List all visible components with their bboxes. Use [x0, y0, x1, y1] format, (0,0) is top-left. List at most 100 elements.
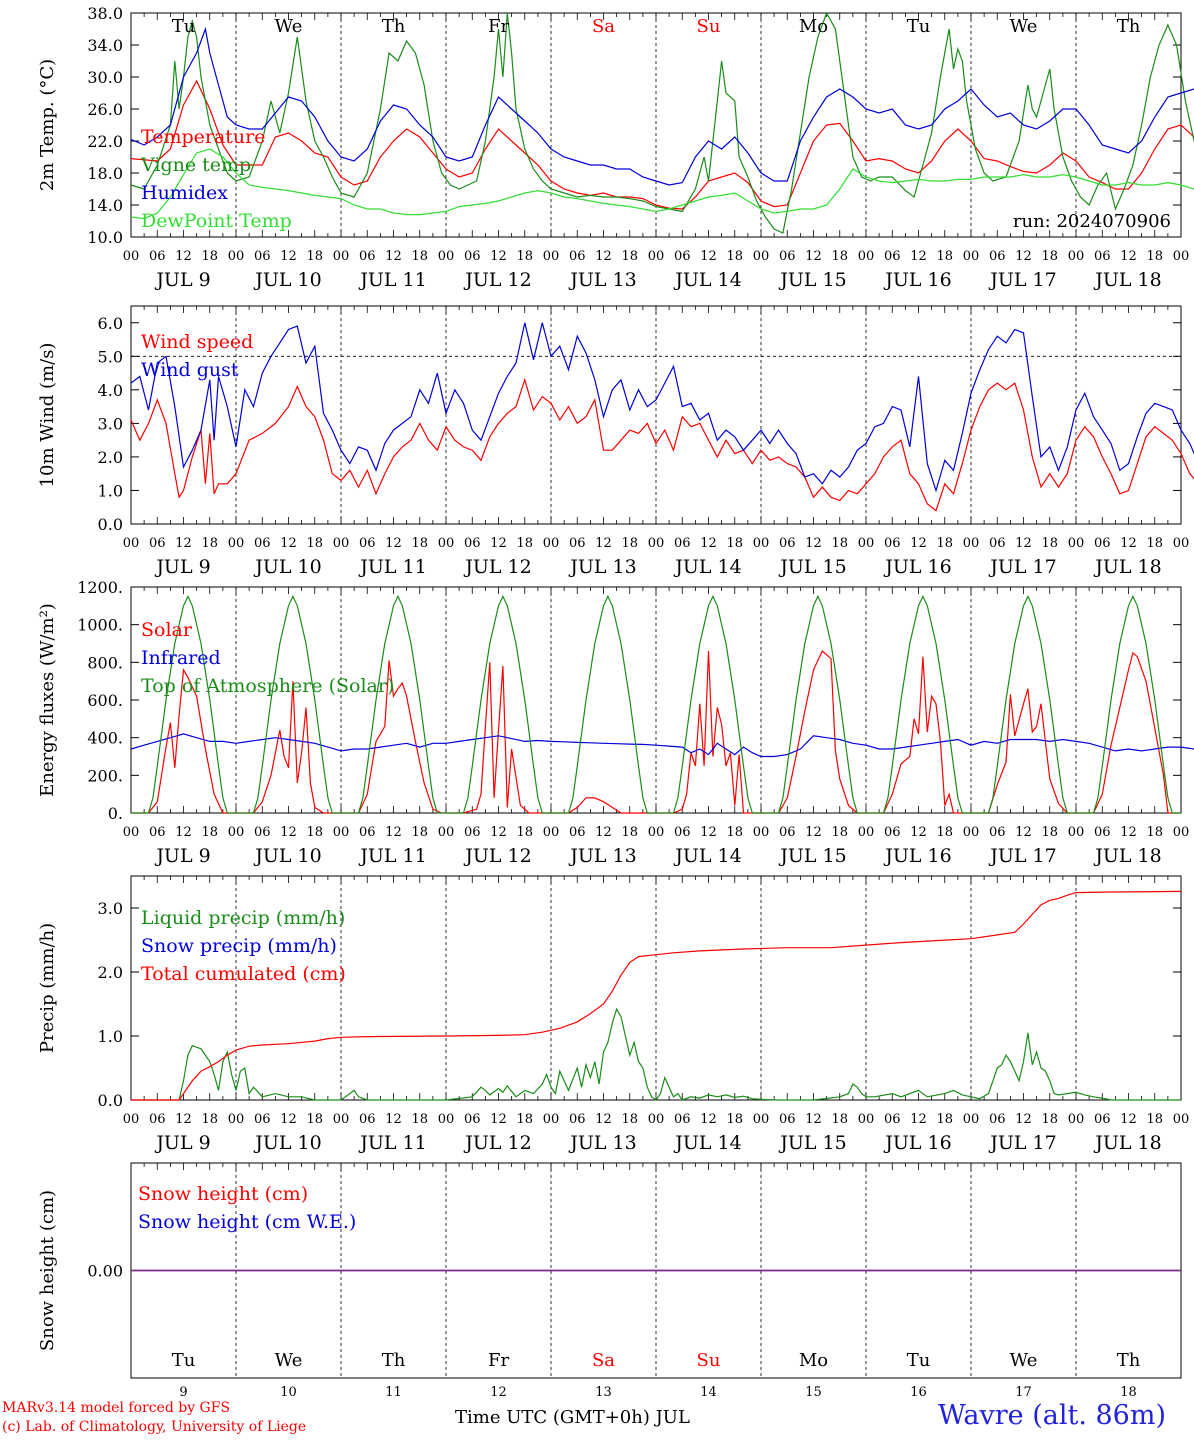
legend-entry: Snow height (cm)	[138, 1183, 308, 1205]
hour-label: 18	[936, 536, 953, 551]
hour-label: 12	[490, 249, 507, 264]
hour-label: 12	[385, 1112, 402, 1127]
hour-label: 18	[726, 536, 743, 551]
hour-label: 12	[280, 1112, 297, 1127]
hour-label: 00	[648, 536, 665, 551]
hour-label: 12	[595, 1112, 612, 1127]
date-label: JUL 12	[463, 269, 531, 291]
hour-label: 00	[333, 1112, 350, 1127]
hour-label: 06	[464, 1112, 481, 1127]
hour-label: 00	[438, 249, 455, 264]
hour-label: 12	[595, 249, 612, 264]
y-tick-label: 0.	[108, 804, 123, 823]
date-label: JUL 18	[1093, 845, 1161, 867]
y-tick-label: 1200.	[77, 578, 123, 597]
hour-label: 06	[254, 536, 271, 551]
hour-label: 12	[385, 249, 402, 264]
date-label: JUL 15	[778, 556, 846, 578]
weekday-label: Sa	[592, 1350, 615, 1371]
hour-label: 06	[464, 249, 481, 264]
hour-label: 00	[858, 825, 875, 840]
y-tick-label: 6.0	[98, 314, 123, 333]
hour-label: 06	[989, 825, 1006, 840]
hour-label: 06	[149, 825, 166, 840]
hour-label: 18	[516, 1112, 533, 1127]
hour-label: 06	[149, 1112, 166, 1127]
hour-label: 00	[228, 249, 245, 264]
hour-label: 00	[1068, 825, 1085, 840]
hour-label: 18	[1146, 1112, 1163, 1127]
series-line-total-cumulated-cm-	[131, 890, 1182, 1101]
hour-label: 00	[858, 536, 875, 551]
hour-label: 18	[201, 249, 218, 264]
date-label: JUL 9	[154, 269, 210, 291]
hour-label: 00	[648, 825, 665, 840]
run-annotation: run: 2024070906	[1013, 211, 1171, 232]
hour-label: 18	[831, 1112, 848, 1127]
date-label: JUL 13	[568, 556, 636, 578]
hour-label: 00	[1173, 825, 1190, 840]
date-label: JUL 16	[883, 845, 951, 867]
day-number-label: 9	[179, 1385, 187, 1400]
hour-label: 00	[963, 249, 980, 264]
hour-label: 12	[1120, 825, 1137, 840]
hour-label: 12	[910, 825, 927, 840]
legend-entry: Top of Atmosphere (Solar)	[141, 675, 394, 697]
hour-label: 06	[1094, 249, 1111, 264]
x-axis-title: Time UTC (GMT+0h) JUL	[455, 1407, 690, 1428]
date-label: JUL 10	[253, 845, 321, 867]
hour-label: 00	[753, 825, 770, 840]
date-label: JUL 14	[673, 556, 741, 578]
hour-label: 06	[884, 536, 901, 551]
hour-label: 12	[805, 536, 822, 551]
weekday-label: We	[275, 16, 303, 37]
hour-label: 12	[595, 536, 612, 551]
date-label: JUL 17	[988, 1132, 1056, 1154]
date-label: JUL 15	[778, 269, 846, 291]
hour-label: 00	[333, 536, 350, 551]
y-tick-label: 600.	[87, 691, 123, 710]
y-tick-label: 4.0	[98, 381, 123, 400]
date-label: JUL 15	[778, 1132, 846, 1154]
date-label: JUL 9	[154, 556, 210, 578]
hour-label: 00	[1173, 249, 1190, 264]
date-label: JUL 10	[253, 556, 321, 578]
hour-label: 00	[963, 825, 980, 840]
legend-entry: Snow height (cm W.E.)	[138, 1211, 356, 1233]
hour-label: 06	[569, 825, 586, 840]
date-label: JUL 14	[673, 1132, 741, 1154]
weekday-label: Th	[382, 16, 406, 37]
date-label: JUL 11	[358, 556, 426, 578]
hour-label: 00	[333, 825, 350, 840]
y-tick-label: 26.0	[87, 100, 123, 119]
hour-label: 06	[1094, 825, 1111, 840]
date-label: JUL 17	[988, 845, 1056, 867]
hour-label: 18	[1041, 249, 1058, 264]
hour-label: 18	[936, 249, 953, 264]
hour-label: 18	[1146, 536, 1163, 551]
weekday-label: Su	[697, 16, 721, 37]
hour-label: 12	[175, 536, 192, 551]
date-label: JUL 11	[358, 845, 426, 867]
hour-label: 12	[175, 825, 192, 840]
hour-label: 12	[910, 249, 927, 264]
hour-label: 06	[674, 1112, 691, 1127]
hour-label: 06	[674, 825, 691, 840]
series-line-solar	[131, 650, 1181, 814]
hour-label: 18	[726, 1112, 743, 1127]
hour-label: 12	[700, 249, 717, 264]
y-tick-label: 3.0	[98, 899, 123, 918]
hour-label: 18	[621, 825, 638, 840]
hour-label: 06	[359, 1112, 376, 1127]
legend-entry: Liquid precip (mm/h)	[141, 907, 345, 929]
hour-label: 00	[123, 1112, 140, 1127]
y-axis-label: 2m Temp. (°C)	[37, 59, 58, 191]
series-line-temperature	[130, 79, 1194, 210]
hour-label: 00	[543, 536, 560, 551]
series-line-wind-gust	[130, 322, 1194, 493]
y-tick-label: 0.00	[87, 1262, 123, 1281]
legend-entry: DewPoint Temp	[141, 210, 292, 232]
y-tick-label: 1.0	[98, 481, 123, 500]
legend-entry: Infrared	[141, 647, 221, 669]
hour-label: 06	[359, 825, 376, 840]
